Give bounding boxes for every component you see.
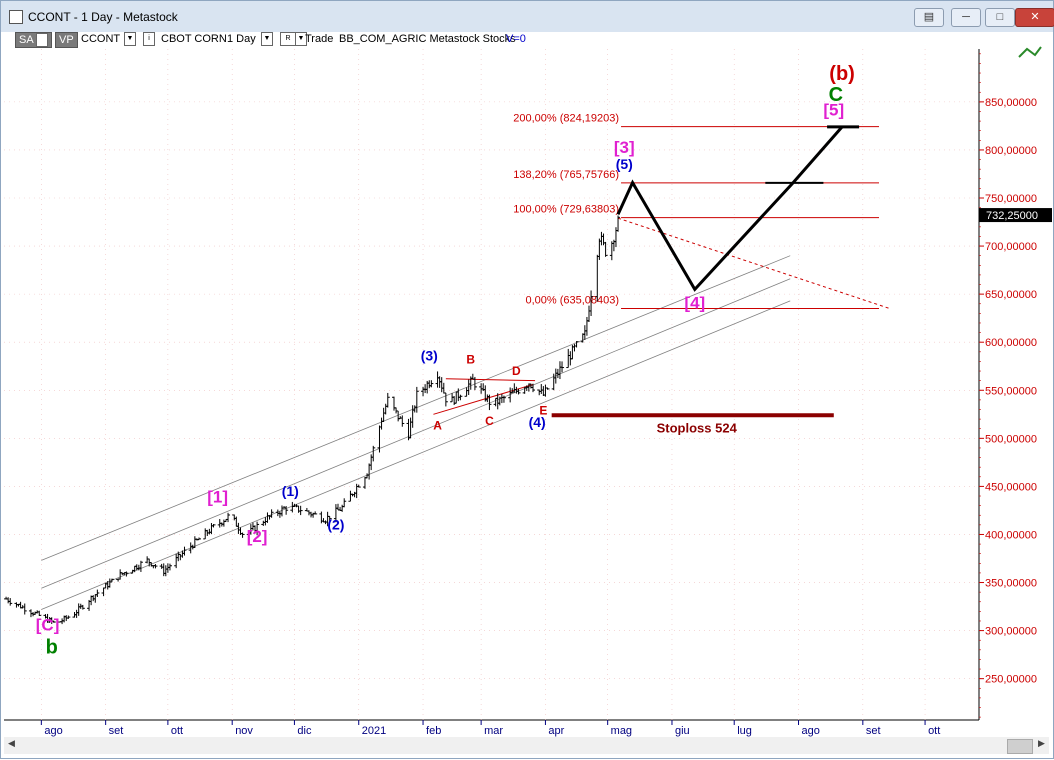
symbol-field[interactable]: CCONT bbox=[81, 33, 121, 45]
vp-button[interactable]: VP bbox=[55, 32, 78, 48]
x-tick-label: 2021 bbox=[362, 725, 386, 737]
y-tick-label: 850,00000 bbox=[985, 97, 1037, 109]
wave-label: (1) bbox=[282, 483, 299, 499]
x-tick-label: apr bbox=[548, 725, 564, 737]
wave-label: [C] bbox=[36, 616, 60, 635]
maximize-button[interactable]: □ bbox=[985, 8, 1015, 27]
wave-label: E bbox=[539, 403, 547, 417]
wave-label: B bbox=[466, 352, 475, 366]
trend-channel-line bbox=[41, 278, 791, 589]
y-tick-label: 600,00000 bbox=[985, 337, 1037, 349]
r-dropdown-icon[interactable]: ▼ bbox=[295, 32, 307, 46]
x-tick-label: ott bbox=[171, 725, 183, 737]
x-tick-label: set bbox=[109, 725, 124, 737]
fib-level-label: 100,00% (729,63803) bbox=[513, 204, 619, 216]
y-tick-label: 400,00000 bbox=[985, 529, 1037, 541]
stoploss-label: Stoploss 524 bbox=[657, 420, 738, 435]
x-tick-label: ago bbox=[802, 725, 820, 737]
sa-button[interactable]: SA ▼ bbox=[15, 32, 53, 48]
wave-label: [5] bbox=[823, 100, 844, 119]
y-tick-label: 350,00000 bbox=[985, 578, 1037, 590]
x-tick-label: giu bbox=[675, 725, 690, 737]
wave-label: (2) bbox=[327, 517, 344, 533]
wave-label: (4) bbox=[529, 414, 546, 430]
scroll-left-icon[interactable]: ◀ bbox=[8, 738, 15, 748]
window-title: CCONT - 1 Day - Metastock bbox=[28, 10, 178, 24]
x-tick-label: set bbox=[866, 725, 881, 737]
symbol-name: CBOT CORN bbox=[161, 33, 227, 45]
trend-channel-line bbox=[41, 255, 791, 561]
scrollbar-thumb[interactable] bbox=[1007, 739, 1033, 754]
x-tick-label: ott bbox=[928, 725, 940, 737]
symbol-dropdown-icon[interactable]: ▼ bbox=[124, 32, 136, 46]
last-price-label: 732,25000 bbox=[986, 210, 1038, 222]
y-tick-label: 800,00000 bbox=[985, 145, 1037, 157]
chart-window-icon bbox=[9, 10, 23, 24]
fib-level-label: 0,00% (635,08403) bbox=[525, 294, 619, 306]
last-price-badge bbox=[979, 208, 1052, 223]
wave-label: [4] bbox=[684, 294, 705, 313]
close-button[interactable]: ✕ bbox=[1015, 8, 1054, 27]
fib-level-label: 200,00% (824,19203) bbox=[513, 113, 619, 125]
wave-label: (b) bbox=[829, 63, 855, 85]
wave-tool-icon[interactable] bbox=[1018, 46, 1042, 58]
x-tick-label: lug bbox=[737, 725, 752, 737]
info-icon[interactable]: i bbox=[143, 32, 155, 46]
wave-label: b bbox=[46, 637, 58, 659]
sa-dropdown-icon[interactable]: ▼ bbox=[36, 33, 49, 47]
title-bar: CCONT - 1 Day - Metastock ▤ ─ □ ✕ bbox=[1, 1, 1054, 32]
x-tick-label: mag bbox=[611, 725, 632, 737]
wave-label: [3] bbox=[614, 138, 635, 157]
wave-label: [2] bbox=[247, 527, 268, 546]
dotted-target-line bbox=[617, 217, 890, 310]
x-tick-label: dic bbox=[297, 725, 312, 737]
x-tick-label: ago bbox=[44, 725, 62, 737]
wave-label: D bbox=[512, 364, 521, 378]
triangle-line bbox=[445, 378, 536, 382]
wave-label: [1] bbox=[207, 488, 228, 507]
minimize-button[interactable]: ─ bbox=[951, 8, 981, 27]
description-label: BB_COM_AGRIC Metastock Stocks bbox=[339, 33, 516, 45]
period-field[interactable]: 1 Day bbox=[227, 33, 256, 45]
y-tick-label: 750,00000 bbox=[985, 193, 1037, 205]
horizontal-scrollbar[interactable]: ◀ ▶ bbox=[4, 737, 1049, 754]
fib-level-label: 138,20% (765,75766) bbox=[513, 169, 619, 181]
trade-label: Trade bbox=[305, 33, 334, 45]
trend-channel-line bbox=[41, 300, 791, 610]
volume-label: V=0 bbox=[506, 33, 526, 45]
wave-label: A bbox=[433, 419, 442, 433]
y-tick-label: 300,00000 bbox=[985, 626, 1037, 638]
y-tick-label: 500,00000 bbox=[985, 433, 1037, 445]
forecast-wave-path bbox=[616, 125, 844, 292]
y-tick-label: 450,00000 bbox=[985, 481, 1037, 493]
x-tick-label: nov bbox=[235, 725, 253, 737]
window-menu-button[interactable]: ▤ bbox=[914, 8, 944, 27]
wave-label: (3) bbox=[421, 347, 438, 363]
y-tick-label: 650,00000 bbox=[985, 289, 1037, 301]
x-tick-label: feb bbox=[426, 725, 441, 737]
scroll-right-icon[interactable]: ▶ bbox=[1038, 738, 1045, 748]
y-tick-label: 700,00000 bbox=[985, 241, 1037, 253]
y-tick-label: 550,00000 bbox=[985, 385, 1037, 397]
period-dropdown-icon[interactable]: ▼ bbox=[261, 32, 273, 46]
sa-label: SA bbox=[19, 34, 34, 46]
wave-label: C bbox=[829, 84, 843, 106]
y-tick-label: 250,00000 bbox=[985, 674, 1037, 686]
wave-label: C bbox=[485, 414, 494, 428]
x-tick-label: mar bbox=[484, 725, 503, 737]
wave-label: (5) bbox=[616, 156, 633, 172]
